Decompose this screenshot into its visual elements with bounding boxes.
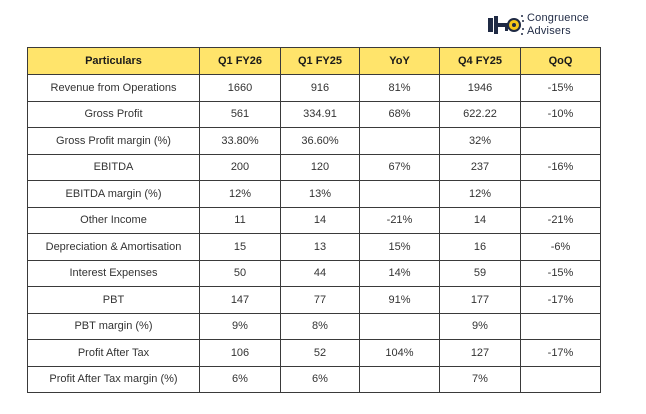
qoq-cell [520, 127, 601, 155]
yoy-cell: 81% [359, 74, 440, 102]
q1-fy25-cell: 13 [280, 233, 360, 261]
logo-line-1: Congruence [527, 12, 589, 24]
q4-fy25-cell: 12% [439, 180, 521, 208]
particulars-cell: PBT margin (%) [27, 312, 200, 340]
yoy-cell: -21% [359, 206, 440, 234]
qoq-cell: -16% [520, 153, 601, 181]
logo-wordmark: Congruence Advisers [527, 12, 589, 38]
qoq-cell [520, 312, 601, 340]
q1-fy25-cell: 44 [280, 259, 360, 287]
yoy-cell: 14% [359, 259, 440, 287]
q1-fy25-cell: 334.91 [280, 100, 360, 128]
q4-fy25-cell: 1946 [439, 74, 521, 102]
table-row: Profit After Tax 106 52 104% 127 -17% [27, 339, 601, 367]
yoy-cell: 91% [359, 286, 440, 314]
q1-fy26-cell: 50 [199, 259, 281, 287]
yoy-cell [359, 180, 440, 208]
qoq-cell: -15% [520, 259, 601, 287]
particulars-cell: PBT [27, 286, 200, 314]
q1-fy25-cell: 13% [280, 180, 360, 208]
q1-fy26-cell: 6% [199, 365, 281, 393]
q1-fy25-cell: 14 [280, 206, 360, 234]
q4-fy25-cell: 32% [439, 127, 521, 155]
particulars-cell: EBITDA margin (%) [27, 180, 200, 208]
q1-fy25-cell: 120 [280, 153, 360, 181]
q1-fy25-cell: 52 [280, 339, 360, 367]
table-header-row: Particulars Q1 FY26 Q1 FY25 YoY Q4 FY25 … [27, 47, 601, 75]
particulars-cell: Interest Expenses [27, 259, 200, 287]
financial-results-table: Particulars Q1 FY26 Q1 FY25 YoY Q4 FY25 … [27, 47, 601, 393]
header-yoy: YoY [359, 47, 440, 75]
header-particulars: Particulars [27, 47, 200, 75]
q4-fy25-cell: 59 [439, 259, 521, 287]
qoq-cell [520, 180, 601, 208]
table-body: Revenue from Operations 1660 916 81% 1946 -15… [27, 74, 601, 393]
table-row: Gross Profit 561 334.91 68% 622.22 -10% [27, 100, 601, 128]
q4-fy25-cell: 127 [439, 339, 521, 367]
particulars-cell: Profit After Tax [27, 339, 200, 367]
table-row: Profit After Tax margin (%) 6% 6% 7% [27, 365, 601, 393]
q4-fy25-cell: 14 [439, 206, 521, 234]
qoq-cell: -17% [520, 286, 601, 314]
yoy-cell [359, 365, 440, 393]
header-q1-fy25: Q1 FY25 [280, 47, 360, 75]
q4-fy25-cell: 622.22 [439, 100, 521, 128]
qoq-cell: -15% [520, 74, 601, 102]
particulars-cell: Other Income [27, 206, 200, 234]
q1-fy25-cell: 77 [280, 286, 360, 314]
q4-fy25-cell: 9% [439, 312, 521, 340]
q1-fy26-cell: 9% [199, 312, 281, 340]
table-row: Gross Profit margin (%) 33.80% 36.60% 32% [27, 127, 601, 155]
particulars-cell: Revenue from Operations [27, 74, 200, 102]
table-row: PBT margin (%) 9% 8% 9% [27, 312, 601, 340]
q1-fy26-cell: 15 [199, 233, 281, 261]
particulars-cell: EBITDA [27, 153, 200, 181]
q1-fy26-cell: 106 [199, 339, 281, 367]
key-logo-icon [488, 15, 524, 35]
table-row: Depreciation & Amortisation 15 13 15% 16 -6% [27, 233, 601, 261]
qoq-cell [520, 365, 601, 393]
yoy-cell [359, 127, 440, 155]
q4-fy25-cell: 7% [439, 365, 521, 393]
yoy-cell: 15% [359, 233, 440, 261]
table-row: PBT 147 77 91% 177 -17% [27, 286, 601, 314]
q1-fy25-cell: 36.60% [280, 127, 360, 155]
q1-fy26-cell: 147 [199, 286, 281, 314]
logo-line-2: Advisers [527, 25, 571, 37]
q1-fy26-cell: 1660 [199, 74, 281, 102]
q1-fy26-cell: 33.80% [199, 127, 281, 155]
q1-fy26-cell: 561 [199, 100, 281, 128]
table-row: EBITDA 200 120 67% 237 -16% [27, 153, 601, 181]
yoy-cell: 104% [359, 339, 440, 367]
qoq-cell: -17% [520, 339, 601, 367]
table-row: Other Income 11 14 -21% 14 -21% [27, 206, 601, 234]
q4-fy25-cell: 237 [439, 153, 521, 181]
table-row: EBITDA margin (%) 12% 13% 12% [27, 180, 601, 208]
company-logo: Congruence Advisers [485, 10, 615, 40]
qoq-cell: -21% [520, 206, 601, 234]
particulars-cell: Profit After Tax margin (%) [27, 365, 200, 393]
particulars-cell: Depreciation & Amortisation [27, 233, 200, 261]
q1-fy26-cell: 200 [199, 153, 281, 181]
q4-fy25-cell: 177 [439, 286, 521, 314]
yoy-cell: 68% [359, 100, 440, 128]
yoy-cell: 67% [359, 153, 440, 181]
q1-fy25-cell: 8% [280, 312, 360, 340]
q1-fy26-cell: 11 [199, 206, 281, 234]
header-q4-fy25: Q4 FY25 [439, 47, 521, 75]
q1-fy25-cell: 6% [280, 365, 360, 393]
table-row: Interest Expenses 50 44 14% 59 -15% [27, 259, 601, 287]
particulars-cell: Gross Profit [27, 100, 200, 128]
q1-fy25-cell: 916 [280, 74, 360, 102]
header-q1-fy26: Q1 FY26 [199, 47, 281, 75]
table-row: Revenue from Operations 1660 916 81% 1946 -15… [27, 74, 601, 102]
qoq-cell: -6% [520, 233, 601, 261]
q1-fy26-cell: 12% [199, 180, 281, 208]
header-qoq: QoQ [520, 47, 601, 75]
particulars-cell: Gross Profit margin (%) [27, 127, 200, 155]
q4-fy25-cell: 16 [439, 233, 521, 261]
qoq-cell: -10% [520, 100, 601, 128]
yoy-cell [359, 312, 440, 340]
